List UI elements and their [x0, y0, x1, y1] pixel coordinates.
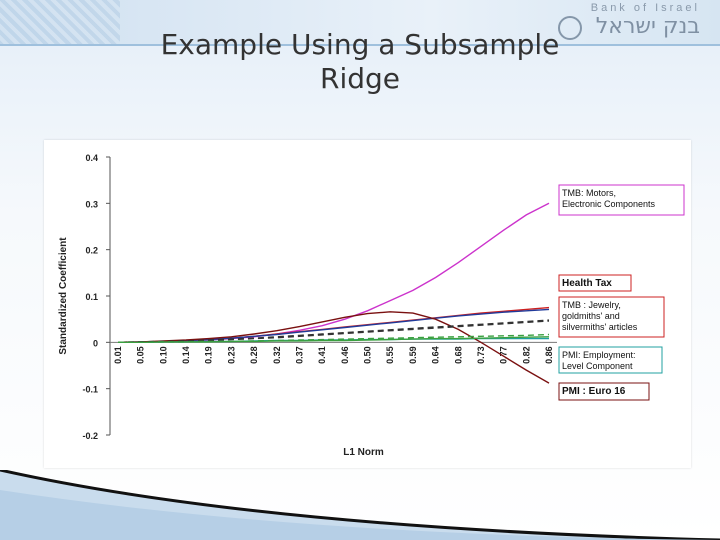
x-tick-label: 0.32 [272, 346, 282, 364]
y-tick-label: -0.1 [82, 385, 98, 395]
x-tick-label: 0.82 [521, 346, 531, 364]
annotation-text-pmi_employment: Level Component [562, 361, 633, 371]
annotation-box-pmi_euro16 [558, 382, 650, 401]
annotation-text-tmb_jewelry: TMB : Jewelry, [562, 300, 621, 310]
x-tick-label: 0.05 [136, 346, 146, 364]
annotation-box-pmi_employment [558, 346, 663, 374]
x-tick-label: 0.64 [431, 346, 441, 364]
y-tick-label: 0.1 [85, 292, 98, 302]
title-line-1: Example Using a Subsample [160, 28, 560, 61]
x-tick-label: 0.59 [408, 346, 418, 364]
logo-text-english: Bank of Israel [590, 2, 700, 14]
annotations-group: TMB: Motors,Electronic Components Health … [558, 184, 685, 401]
logo-text-hebrew: בנק ישראל [595, 14, 700, 39]
line-chart: 0.40.30.20.10-0.1-0.20.01 0.05 0.10 0.14 0.1… [58, 153, 685, 458]
y-axis-title: Standardized Coefficient [58, 237, 69, 355]
x-tick-label: 0.37 [294, 346, 304, 364]
annotation-text-health_tax: Health Tax [562, 278, 612, 289]
annotation-text-tmb_motors: Electronic Components [562, 199, 656, 209]
x-tick-label: 0.50 [363, 346, 373, 364]
annotation-text-tmb_motors: TMB: Motors, [562, 188, 616, 198]
x-tick-label: 0.46 [340, 346, 350, 364]
x-tick-label: 0.41 [317, 346, 327, 364]
annotation-text-tmb_jewelry: silvermiths' articles [562, 322, 638, 332]
axes-group: 0.40.30.20.10-0.1-0.20.01 0.05 0.10 0.14 0.1… [58, 153, 557, 458]
annotation-text-pmi_euro16: PMI : Euro 16 [562, 386, 626, 397]
x-tick-label: 0.73 [476, 346, 486, 364]
logo-emblem-icon [558, 16, 582, 40]
x-tick-label: 0.68 [453, 346, 463, 364]
annotation-text-tmb_jewelry: goldmiths' and [562, 311, 620, 321]
x-tick-label: 0.01 [113, 346, 123, 364]
y-tick-label: 0 [93, 338, 98, 348]
x-tick-label: 0.19 [204, 346, 214, 364]
x-axis-title: L1 Norm [343, 447, 384, 458]
series-line-8 [118, 336, 550, 344]
annotation-box-tmb_motors [558, 184, 685, 216]
series-line-4 [117, 311, 550, 384]
title-line-2: Ridge [319, 62, 400, 95]
x-tick-label: 0.77 [499, 346, 509, 364]
bottom-decoration [0, 470, 720, 540]
x-tick-label: 0.86 [544, 346, 554, 364]
header-divider [0, 44, 720, 46]
bank-logo: Bank of Israel בנק ישראל [450, 2, 700, 42]
slide-title: Example Using a Subsample Ridge [110, 28, 610, 96]
x-tick-label: 0.10 [158, 346, 168, 364]
y-tick-label: 0.2 [85, 246, 98, 256]
x-tick-label: 0.14 [181, 346, 191, 364]
corner-decoration [0, 0, 120, 46]
chart-frame: 0.4 0.3 0.2 0.1 0 -0.1 -0.2 0.01 0.05 0.10 0.14 0.1… [44, 140, 691, 468]
annotation-text-pmi_employment: PMI: Employment: [562, 350, 636, 360]
annotation-box-tmb_jewelry [558, 296, 665, 338]
y-tick-label: 0.3 [85, 199, 98, 209]
series-line-0 [117, 202, 550, 343]
x-tick-label: 0.28 [249, 346, 259, 364]
x-tick-label: 0.23 [226, 346, 236, 364]
annotation-box-health_tax [558, 274, 632, 292]
x-tick-label: 0.55 [385, 346, 395, 364]
header-band [0, 0, 720, 46]
series-line-2 [117, 308, 550, 343]
y-tick-label: 0.4 [85, 153, 98, 163]
y-tick-label: -0.2 [82, 431, 98, 441]
series-line-6 [117, 320, 550, 343]
series-lines-group [117, 202, 550, 384]
series-line-1 [117, 306, 550, 343]
